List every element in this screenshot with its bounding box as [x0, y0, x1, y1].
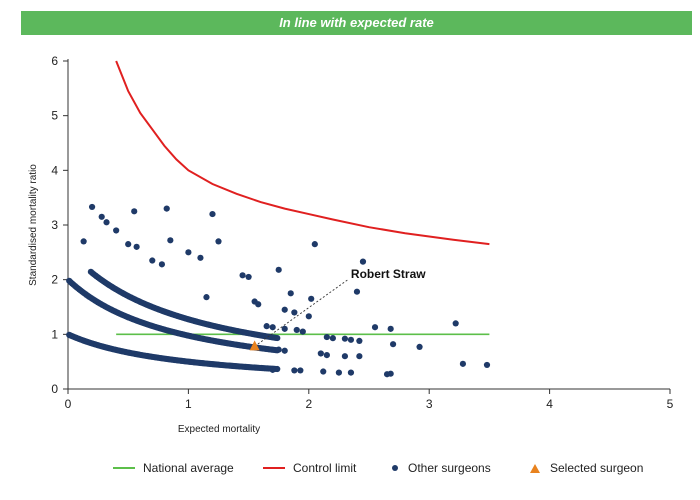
other-surgeon-point — [281, 325, 288, 332]
legend-line-swatch — [113, 467, 135, 469]
legend-control-limit: Control limit — [263, 458, 356, 478]
other-surgeon-point — [269, 324, 276, 331]
other-surgeon-point — [287, 290, 294, 297]
legend-label: Selected surgeon — [550, 461, 644, 475]
other-surgeon-point — [293, 326, 300, 334]
legend-label: National average — [143, 461, 234, 475]
other-surgeon-point — [305, 313, 312, 320]
legend-other-surgeons: Other surgeons — [392, 458, 491, 478]
other-surgeon-point — [185, 249, 192, 256]
other-surgeon-point — [131, 208, 138, 215]
x-tick-label: 4 — [546, 397, 553, 411]
legend-line-swatch — [263, 467, 285, 469]
status-banner: In line with expected rate — [21, 11, 692, 35]
y-tick-label: 1 — [51, 327, 58, 341]
other-surgeon-point — [167, 237, 174, 244]
y-axis-label: Standardised mortality ratio — [28, 164, 39, 286]
other-surgeon-point — [98, 213, 105, 220]
other-surgeon-point — [356, 353, 363, 360]
other-surgeon-point — [416, 343, 423, 351]
other-surgeon-point — [356, 337, 363, 344]
other-surgeon-point — [88, 203, 96, 211]
annotation: Robert Straw — [249, 267, 426, 351]
other-surgeon-point — [308, 295, 315, 302]
annotation-leader-line — [254, 278, 350, 347]
other-surgeon-point — [291, 309, 298, 316]
other-surgeon-point — [371, 324, 379, 331]
other-surgeon-point — [297, 367, 304, 374]
other-surgeon-point — [459, 360, 467, 367]
other-surgeon-point — [245, 273, 252, 281]
y-tick-label: 6 — [51, 54, 58, 68]
other-surgeon-point — [80, 238, 87, 245]
y-tick-label: 3 — [51, 218, 58, 232]
other-surgeon-point — [125, 241, 132, 248]
legend-label: Control limit — [293, 461, 357, 475]
y-tick-label: 2 — [51, 273, 58, 287]
y-tick-label: 0 — [51, 382, 58, 396]
legend-national-average: National average — [113, 458, 234, 478]
legend-triangle-swatch — [530, 463, 540, 473]
x-tick-label: 5 — [667, 397, 674, 411]
other-surgeon-point — [483, 361, 491, 369]
other-surgeon-point — [133, 243, 140, 250]
other-surgeon-point — [347, 369, 355, 376]
x-tick-label: 2 — [305, 397, 312, 411]
other-surgeon-point — [263, 323, 270, 330]
other-surgeon-point — [281, 306, 288, 313]
other-surgeon-point — [291, 367, 298, 374]
x-tick-label: 3 — [426, 397, 433, 411]
other-surgeon-point — [209, 210, 216, 218]
funnel-plot: 0 1 2 3 4 5 0 1 2 3 4 5 6 Expected mortality Standardi… — [28, 54, 674, 435]
other-surgeon-point — [347, 336, 355, 343]
selected-surgeon-label: Robert Straw — [351, 267, 426, 281]
chart-legend: National average Control limit Other sur… — [0, 458, 700, 478]
other-surgeon-point — [317, 350, 324, 357]
axes: 0 1 2 3 4 5 0 1 2 3 4 5 6 Expected mortality Standardi… — [28, 54, 674, 435]
other-surgeon-point — [103, 219, 110, 226]
other-surgeon-point — [158, 261, 166, 268]
other-surgeon-point — [274, 334, 281, 342]
other-surgeon-point — [353, 288, 361, 295]
other-surgeon-point — [299, 328, 306, 335]
other-surgeon-point — [275, 346, 282, 353]
other-surgeon-point — [452, 320, 459, 327]
other-surgeon-point — [329, 335, 336, 342]
y-tick-label: 4 — [51, 163, 58, 177]
control-limit-curve — [115, 60, 490, 246]
other-surgeon-point — [323, 333, 330, 341]
other-surgeon-point — [387, 370, 394, 377]
other-surgeon-point — [203, 294, 210, 301]
other-surgeon-point — [341, 353, 349, 360]
other-surgeon-point — [341, 335, 349, 342]
x-tick-label: 0 — [65, 397, 72, 411]
other-surgeon-point — [281, 347, 288, 354]
other-surgeon-point — [239, 272, 246, 279]
other-surgeon-point — [389, 341, 397, 348]
other-surgeon-point — [323, 352, 330, 359]
reference-curves — [115, 60, 490, 336]
other-surgeon-point — [197, 254, 204, 261]
other-surgeon-point — [335, 369, 342, 376]
other-surgeon-point — [274, 365, 281, 373]
surgeon-points — [66, 203, 491, 378]
other-surgeon-point — [387, 325, 394, 332]
other-surgeon-point — [113, 227, 120, 234]
x-axis-label: Expected mortality — [178, 424, 260, 435]
other-surgeon-point — [215, 238, 222, 245]
selected-surgeon-marker — [249, 340, 260, 351]
y-tick-label: 5 — [51, 109, 58, 123]
legend-selected-surgeon: Selected surgeon — [530, 458, 643, 478]
other-surgeon-point — [359, 258, 367, 265]
other-surgeon-point — [311, 241, 318, 248]
legend-dot-swatch — [392, 465, 398, 471]
other-surgeon-point — [255, 301, 262, 308]
other-surgeon-point — [275, 266, 282, 273]
other-surgeon-point — [269, 366, 276, 373]
other-surgeon-point — [320, 368, 327, 375]
legend-label: Other surgeons — [408, 461, 491, 475]
other-surgeon-point — [149, 257, 156, 264]
x-tick-label: 1 — [185, 397, 192, 411]
other-surgeon-point — [163, 205, 170, 212]
